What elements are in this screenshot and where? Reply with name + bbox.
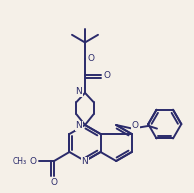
Text: N: N <box>76 122 82 130</box>
Text: O: O <box>104 71 111 80</box>
Text: O: O <box>87 54 94 63</box>
Text: O: O <box>132 121 139 130</box>
Text: N: N <box>82 157 88 167</box>
Text: O: O <box>30 157 37 166</box>
Text: O: O <box>51 178 58 187</box>
Text: CH₃: CH₃ <box>13 157 27 167</box>
Text: N: N <box>76 87 82 96</box>
